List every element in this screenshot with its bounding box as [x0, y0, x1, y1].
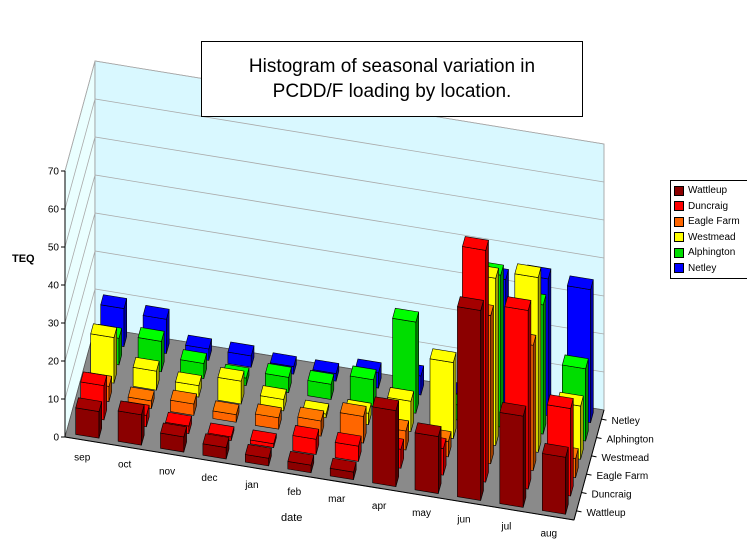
- bar: [90, 323, 118, 384]
- legend-swatch: [674, 201, 684, 212]
- y-tick-label: 10: [48, 395, 60, 406]
- legend-swatch: [674, 263, 684, 274]
- series-axis-label: Wattleup: [587, 508, 627, 519]
- y-tick-label: 0: [53, 433, 59, 444]
- series-axis-label: Netley: [612, 416, 640, 427]
- x-tick-label: sep: [74, 452, 91, 463]
- x-tick-label: jan: [244, 480, 258, 491]
- legend-label: Eagle Farm: [688, 216, 740, 228]
- legend-swatch: [674, 247, 684, 258]
- x-axis-label: date: [281, 512, 302, 524]
- x-tick-label: nov: [159, 466, 175, 477]
- legend-item: Netley: [674, 261, 747, 277]
- y-axis-label: TEQ: [12, 253, 35, 265]
- bar: [217, 366, 245, 405]
- x-tick-label: oct: [118, 459, 132, 470]
- legend-item: Eagle Farm: [674, 214, 747, 230]
- bar: [414, 422, 442, 494]
- gridline: [64, 212, 605, 324]
- y-tick-label: 50: [48, 243, 60, 254]
- series-axis-label: Alphington: [607, 435, 654, 446]
- x-tick-label: dec: [201, 473, 217, 484]
- bar: [227, 341, 255, 368]
- bar: [170, 389, 197, 416]
- bar: [249, 429, 277, 448]
- gridline: [64, 136, 605, 248]
- legend-label: Alphington: [688, 247, 736, 259]
- bar: [372, 396, 400, 488]
- series-axis-tick: [601, 418, 607, 421]
- chart-title-line-1: Histogram of seasonal variation in: [248, 56, 536, 77]
- y-tick-label: 60: [48, 205, 60, 216]
- gridline: [64, 174, 605, 286]
- legend-swatch: [674, 185, 684, 196]
- bar: [75, 397, 103, 439]
- bar: [329, 457, 357, 481]
- legend-item: Duncraig: [674, 199, 747, 215]
- series-axis-label: Westmead: [602, 453, 650, 464]
- x-tick-label: may: [412, 508, 431, 519]
- bar: [334, 431, 362, 462]
- bar: [132, 356, 160, 391]
- x-axis-line: [64, 436, 575, 521]
- y-tick-label: 40: [48, 281, 60, 292]
- series-axis-label: Duncraig: [592, 490, 632, 501]
- chart-title-line-2: PCDD/F loading by location.: [272, 81, 512, 102]
- bar: [292, 425, 320, 455]
- x-tick-label: feb: [287, 487, 301, 498]
- legend-item: Wattleup: [674, 183, 747, 199]
- gridline: [64, 288, 605, 400]
- series-axis-label: Eagle Farm: [597, 471, 649, 482]
- gridline: [64, 98, 605, 210]
- bar: [202, 433, 230, 460]
- legend-swatch: [674, 232, 684, 243]
- legend-item: Westmead: [674, 230, 747, 246]
- legend-item: Alphington: [674, 245, 747, 261]
- x-tick-label: jun: [456, 515, 470, 526]
- bar: [541, 443, 569, 515]
- legend-label: Netley: [688, 262, 717, 274]
- bar: [457, 296, 484, 501]
- series-axis-tick: [596, 437, 602, 439]
- chart-axes: 0 10 20 30 40 50 60 70 sep oct nov dec jan feb mar apr m…: [48, 167, 654, 540]
- y-tick-label: 20: [48, 357, 60, 368]
- y-tick-label: 70: [48, 167, 60, 178]
- bar: [429, 348, 457, 439]
- series-axis-tick: [581, 492, 587, 494]
- chart-bars: [75, 236, 594, 515]
- bar: [287, 450, 315, 474]
- legend: Wattleup Duncraig Eagle Farm Westmead Alphin…: [670, 180, 747, 279]
- legend-swatch: [674, 216, 684, 227]
- legend-label: Westmead: [688, 231, 736, 243]
- x-tick-label: apr: [372, 501, 387, 512]
- chart-title-box: Histogram of seasonal variation in PCDD/…: [201, 41, 583, 117]
- x-tick-label: mar: [328, 494, 346, 505]
- bar: [117, 400, 145, 446]
- bar: [499, 401, 527, 508]
- series-axis-tick: [576, 510, 582, 513]
- x-tick-label: jul: [500, 522, 511, 533]
- series-axis-tick: [591, 455, 597, 458]
- gridline: [64, 250, 605, 362]
- bar: [160, 422, 187, 453]
- legend-label: Duncraig: [688, 200, 729, 212]
- legend-label: Wattleup: [688, 185, 728, 197]
- bar: [244, 444, 272, 467]
- series-axis-tick: [586, 473, 592, 476]
- bar: [264, 363, 292, 393]
- chart-gridlines: [64, 60, 605, 400]
- depth-axis-line: [573, 409, 605, 521]
- bar: [254, 403, 282, 430]
- bar: [212, 400, 240, 423]
- bar: [307, 370, 335, 400]
- y-tick-label: 30: [48, 319, 60, 330]
- x-tick-label: aug: [540, 529, 557, 540]
